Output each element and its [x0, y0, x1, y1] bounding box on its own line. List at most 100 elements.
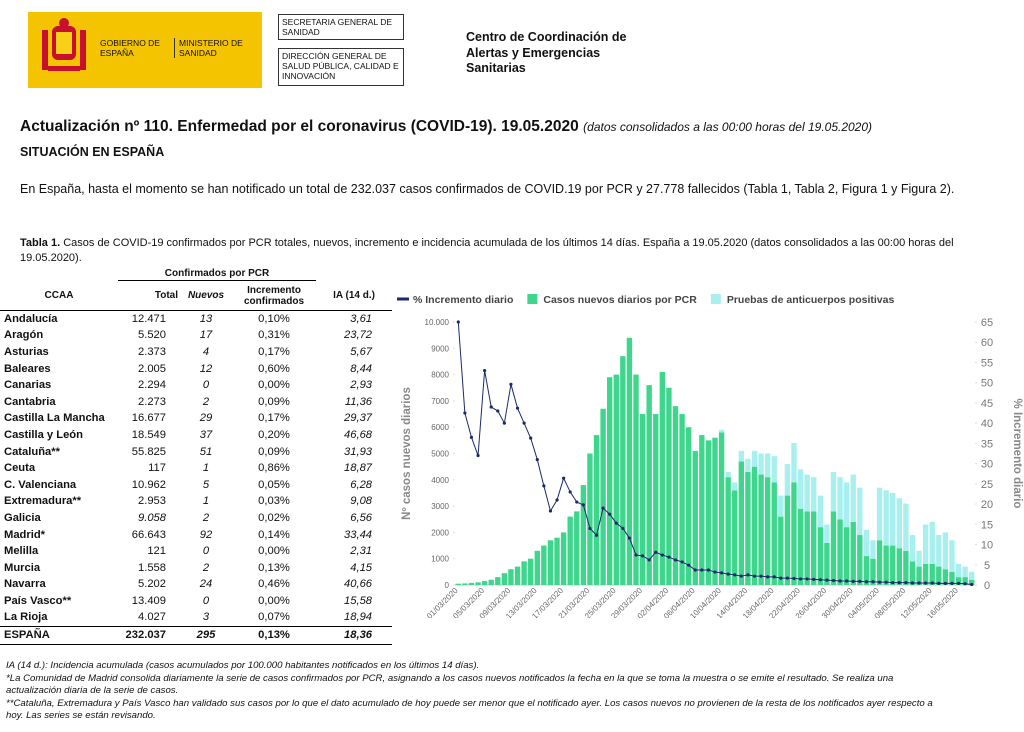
cell: 4,15 [350, 561, 373, 574]
cell: 46,68 [344, 428, 373, 441]
line-marker [746, 573, 750, 577]
bar [876, 487, 883, 541]
bar [955, 577, 962, 585]
bar [514, 566, 521, 585]
cell: 23,72 [344, 329, 373, 342]
cell: 0 [202, 594, 210, 607]
bar [462, 583, 468, 585]
line-marker [772, 575, 776, 579]
y2-tick-label: 35 [981, 438, 993, 450]
cell: 66.643 [131, 528, 166, 541]
cell: C. Valenciana [4, 478, 77, 491]
bar [764, 477, 771, 585]
y2-tick-label: 0 [984, 580, 990, 592]
line-marker [608, 512, 612, 516]
caption: Tabla 1. Casos de COVID-19 confirmados p… [20, 236, 980, 266]
y2-tick-label: 20 [981, 499, 993, 511]
line-marker [805, 577, 809, 581]
column-header: CCAA [44, 289, 74, 301]
title-line: Actualización nº 110. Enfermedad por el … [20, 118, 872, 136]
bar [955, 563, 962, 578]
line-marker [733, 573, 737, 577]
bar [830, 471, 837, 512]
cell: 121 [147, 545, 166, 558]
bar [666, 387, 672, 585]
legend-swatch [527, 294, 538, 304]
line-marker [640, 554, 645, 558]
bar [567, 516, 573, 585]
column-header: Incremento confirmados [244, 284, 305, 307]
bar [712, 437, 718, 585]
line-marker [877, 580, 882, 584]
y-tick-label: 4000 [431, 476, 449, 485]
cell: 0,13% [258, 629, 290, 642]
section: SITUACIÓN EN ESPAÑA [20, 145, 165, 159]
line-marker [700, 568, 704, 572]
line-marker [937, 581, 941, 585]
notes: IA (14 d.): Incidencia acumulada (casos … [6, 660, 946, 723]
cell: 0,10% [258, 312, 290, 325]
cell: 18,94 [344, 611, 373, 624]
table-row: Cantabria 2.273 2 0,09% 11,36 [0, 394, 392, 411]
bar [903, 550, 909, 585]
table-row: Canarias 2.294 0 0,00% 2,93 [0, 377, 392, 394]
bar [837, 519, 843, 585]
cell: 37 [199, 428, 213, 441]
cell: 33,44 [344, 528, 373, 541]
cell: 11,36 [344, 395, 373, 408]
line-marker [858, 579, 862, 583]
bar [903, 503, 909, 551]
bar [784, 464, 791, 496]
y-tick-label: 1000 [431, 555, 449, 564]
cell: Murcia [4, 561, 41, 574]
cell: 24 [199, 578, 213, 591]
cell: 232.037 [125, 629, 166, 642]
bar [824, 542, 830, 585]
bar [732, 482, 738, 491]
bar [936, 535, 942, 567]
bar [797, 508, 804, 585]
bar [804, 511, 810, 585]
cell: 2 [202, 395, 210, 408]
cell: 0,31% [258, 329, 290, 342]
cell: 3,61 [350, 312, 373, 325]
cell: 117 [148, 462, 166, 475]
line-marker [515, 406, 520, 410]
bar [771, 456, 777, 483]
cell: 0,00% [258, 379, 290, 392]
bar [600, 408, 606, 585]
caption-label: Tabla 1. [20, 237, 61, 249]
cell: 0,60% [258, 362, 290, 375]
y2-tick-label: 40 [981, 418, 993, 430]
bar [824, 524, 830, 543]
legend-label: Pruebas de anticuerpos positivas [727, 294, 895, 306]
cell: 2.953 [138, 495, 166, 508]
cell: 0 [202, 379, 210, 392]
bar [857, 487, 863, 536]
cell: Galicia [4, 511, 41, 524]
cell: 0,05% [258, 478, 290, 491]
cell: 51 [199, 445, 213, 458]
line-marker [588, 526, 592, 530]
line-marker [950, 581, 954, 585]
box-bottom: DIRECCIÓN GENERAL DE SALUD PÚBLICA, CALI… [278, 48, 404, 86]
y2-tick-label: 65 [981, 317, 993, 329]
y-tick-label: 10.000 [425, 318, 450, 327]
cell: 9.058 [138, 511, 166, 524]
line-marker [970, 582, 974, 587]
line-marker [621, 526, 625, 530]
y2-tick-label: 50 [981, 378, 993, 390]
bar [949, 571, 955, 585]
bar [751, 466, 758, 585]
cell: Baleares [4, 362, 51, 375]
cell: 1.558 [138, 561, 166, 574]
note: *La Comunidad de Madrid consolida diaria… [6, 672, 894, 697]
line-marker [456, 320, 460, 324]
y-tick-label: 5000 [431, 450, 449, 459]
table-row: La Rioja 4.027 3 0,07% 18,94 [0, 610, 392, 627]
y-tick-label: 6000 [431, 423, 449, 432]
y-tick-label: 9000 [431, 344, 449, 353]
table-row: Extremadura** 2.953 1 0,03% 9,08 [0, 494, 392, 511]
cell: 18.549 [131, 428, 166, 441]
bar [784, 495, 791, 585]
